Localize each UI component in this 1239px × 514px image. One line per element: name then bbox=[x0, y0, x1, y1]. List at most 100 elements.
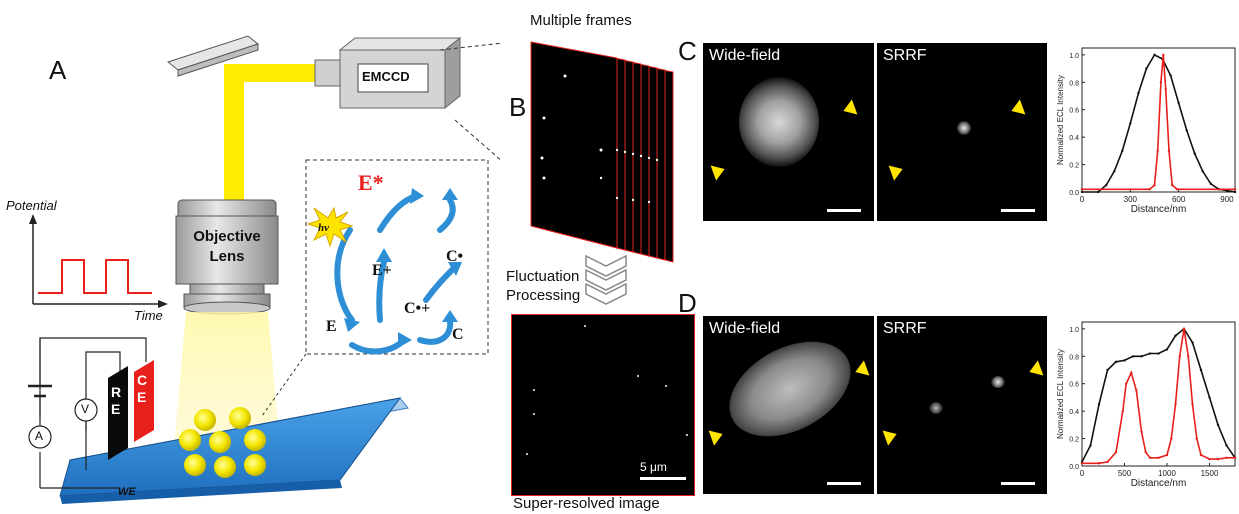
series-point-1 bbox=[1123, 359, 1126, 362]
series-point-1 bbox=[1148, 352, 1152, 355]
super-resolved-image: 5 μm bbox=[511, 314, 695, 496]
panel-d-widefield-scale-bar bbox=[827, 482, 861, 485]
arrowhead-marker-icon bbox=[708, 430, 723, 446]
series-point-2 bbox=[1170, 437, 1173, 440]
objective-label-line1: Objective bbox=[193, 228, 261, 245]
series-point-2 bbox=[1080, 462, 1084, 465]
arrowhead-marker-icon bbox=[888, 165, 903, 181]
series-point-1 bbox=[1208, 396, 1211, 399]
series-point-2 bbox=[1165, 453, 1169, 457]
ce-label: CE bbox=[137, 372, 148, 405]
series-point-1 bbox=[1140, 355, 1143, 358]
series-point-1 bbox=[1121, 149, 1124, 153]
panel-c-srrf-label: SRRF bbox=[883, 47, 927, 64]
y-tick-label: 0.6 bbox=[1069, 108, 1079, 115]
panel-b-letter: B bbox=[509, 92, 527, 122]
series-point-2 bbox=[1182, 327, 1186, 331]
y-axis-label: Normalized ECL Intensity bbox=[1056, 75, 1065, 165]
c-label: C bbox=[452, 326, 464, 343]
panel-c-letter: C bbox=[678, 36, 697, 66]
panel-d-srrf-image: SRRF bbox=[877, 316, 1047, 494]
frame-stack bbox=[530, 41, 674, 263]
emccd-camera bbox=[314, 36, 462, 110]
frame-spots bbox=[540, 74, 659, 204]
series-point-1 bbox=[1225, 444, 1228, 447]
multiple-frames-label: Multiple frames bbox=[530, 12, 632, 29]
panel-a-letter: A bbox=[49, 55, 67, 85]
x-tick-label: 0 bbox=[1080, 195, 1085, 204]
series-point-1 bbox=[1169, 74, 1172, 77]
series-point-2 bbox=[1167, 149, 1171, 153]
series-point-2 bbox=[1225, 456, 1228, 459]
series-point-2 bbox=[1114, 451, 1118, 454]
panel-d-widefield-label: Wide-field bbox=[709, 320, 781, 337]
fluctuation-label-line1: Fluctuation bbox=[506, 268, 580, 285]
nanoparticles bbox=[179, 407, 266, 478]
reference-electrode bbox=[108, 366, 128, 460]
projection-line-bottom bbox=[454, 119, 500, 161]
series-point-1 bbox=[1199, 368, 1203, 372]
x-tick-label: 0 bbox=[1080, 469, 1085, 478]
circuit bbox=[28, 337, 147, 489]
counter-electrode bbox=[134, 360, 154, 442]
mirror bbox=[166, 35, 260, 77]
series-point-2 bbox=[1130, 371, 1133, 374]
y-tick-label: 0.2 bbox=[1069, 163, 1079, 170]
series-point-1 bbox=[1097, 403, 1101, 406]
processing-chevrons-icon bbox=[585, 254, 627, 305]
series-point-2 bbox=[1208, 457, 1211, 461]
potential-axis-label: Potential bbox=[6, 198, 57, 213]
arrowhead-marker-icon bbox=[1011, 99, 1026, 115]
series-point-2 bbox=[1097, 462, 1101, 465]
arrowhead-marker-icon bbox=[710, 165, 725, 181]
series-point-2 bbox=[1125, 382, 1128, 385]
series-point-2 bbox=[1233, 456, 1237, 459]
projection-line-top bbox=[439, 42, 500, 51]
series-point-1 bbox=[1096, 190, 1100, 194]
x-tick-label: 1000 bbox=[1158, 469, 1176, 478]
panel-c-widefield-image: Wide-field bbox=[703, 43, 874, 221]
series-point-1 bbox=[1089, 444, 1092, 447]
series-point-1 bbox=[1131, 355, 1135, 358]
e-plus-label: E+ bbox=[372, 262, 392, 279]
y-tick-label: 0.2 bbox=[1069, 437, 1079, 444]
panel-d-srrf-scale-bar bbox=[1001, 482, 1035, 485]
panel-d-letter: D bbox=[678, 288, 697, 318]
series-point-1 bbox=[1185, 129, 1188, 132]
series-point-1 bbox=[1201, 170, 1204, 173]
excited-state-label: E* bbox=[358, 170, 384, 195]
series-point-1 bbox=[1177, 101, 1180, 105]
time-axis-label: Time bbox=[134, 308, 163, 323]
c-radical-cation-label: C•+ bbox=[404, 300, 431, 317]
series-point-2 bbox=[1148, 188, 1151, 191]
series-point-1 bbox=[1080, 190, 1084, 194]
series-point-2 bbox=[1106, 460, 1109, 464]
series-point-1 bbox=[1104, 183, 1108, 187]
y-tick-label: 0.4 bbox=[1069, 135, 1079, 142]
panel-a-illustration bbox=[28, 35, 500, 504]
reaction-arrowheads bbox=[344, 188, 462, 348]
hv-label: hv bbox=[318, 222, 329, 234]
x-tick-label: 900 bbox=[1220, 195, 1234, 204]
arrowhead-marker-icon bbox=[843, 99, 858, 115]
series-point-2 bbox=[1178, 355, 1181, 358]
series-point-2 bbox=[1170, 183, 1174, 187]
series-point-1 bbox=[1129, 122, 1132, 125]
series-point-2 bbox=[1233, 188, 1237, 191]
series-point-1 bbox=[1216, 423, 1220, 427]
we-label: WE bbox=[118, 486, 136, 498]
series-point-1 bbox=[1193, 152, 1196, 155]
series-point-2 bbox=[1164, 87, 1167, 91]
laser-beam-vertical bbox=[224, 64, 244, 204]
series-point-1 bbox=[1137, 92, 1140, 95]
series-point-2 bbox=[1121, 409, 1124, 413]
x-tick-label: 1500 bbox=[1201, 469, 1219, 478]
panel-c-widefield-label: Wide-field bbox=[709, 47, 781, 64]
x-tick-label: 600 bbox=[1172, 195, 1186, 204]
objective-lens bbox=[175, 199, 279, 315]
series-point-1 bbox=[1233, 190, 1237, 194]
series-point-1 bbox=[1106, 368, 1109, 372]
voltmeter-label: V bbox=[81, 402, 90, 416]
arrowhead-marker-icon bbox=[882, 430, 897, 446]
super-resolved-scale-bar bbox=[640, 477, 686, 480]
